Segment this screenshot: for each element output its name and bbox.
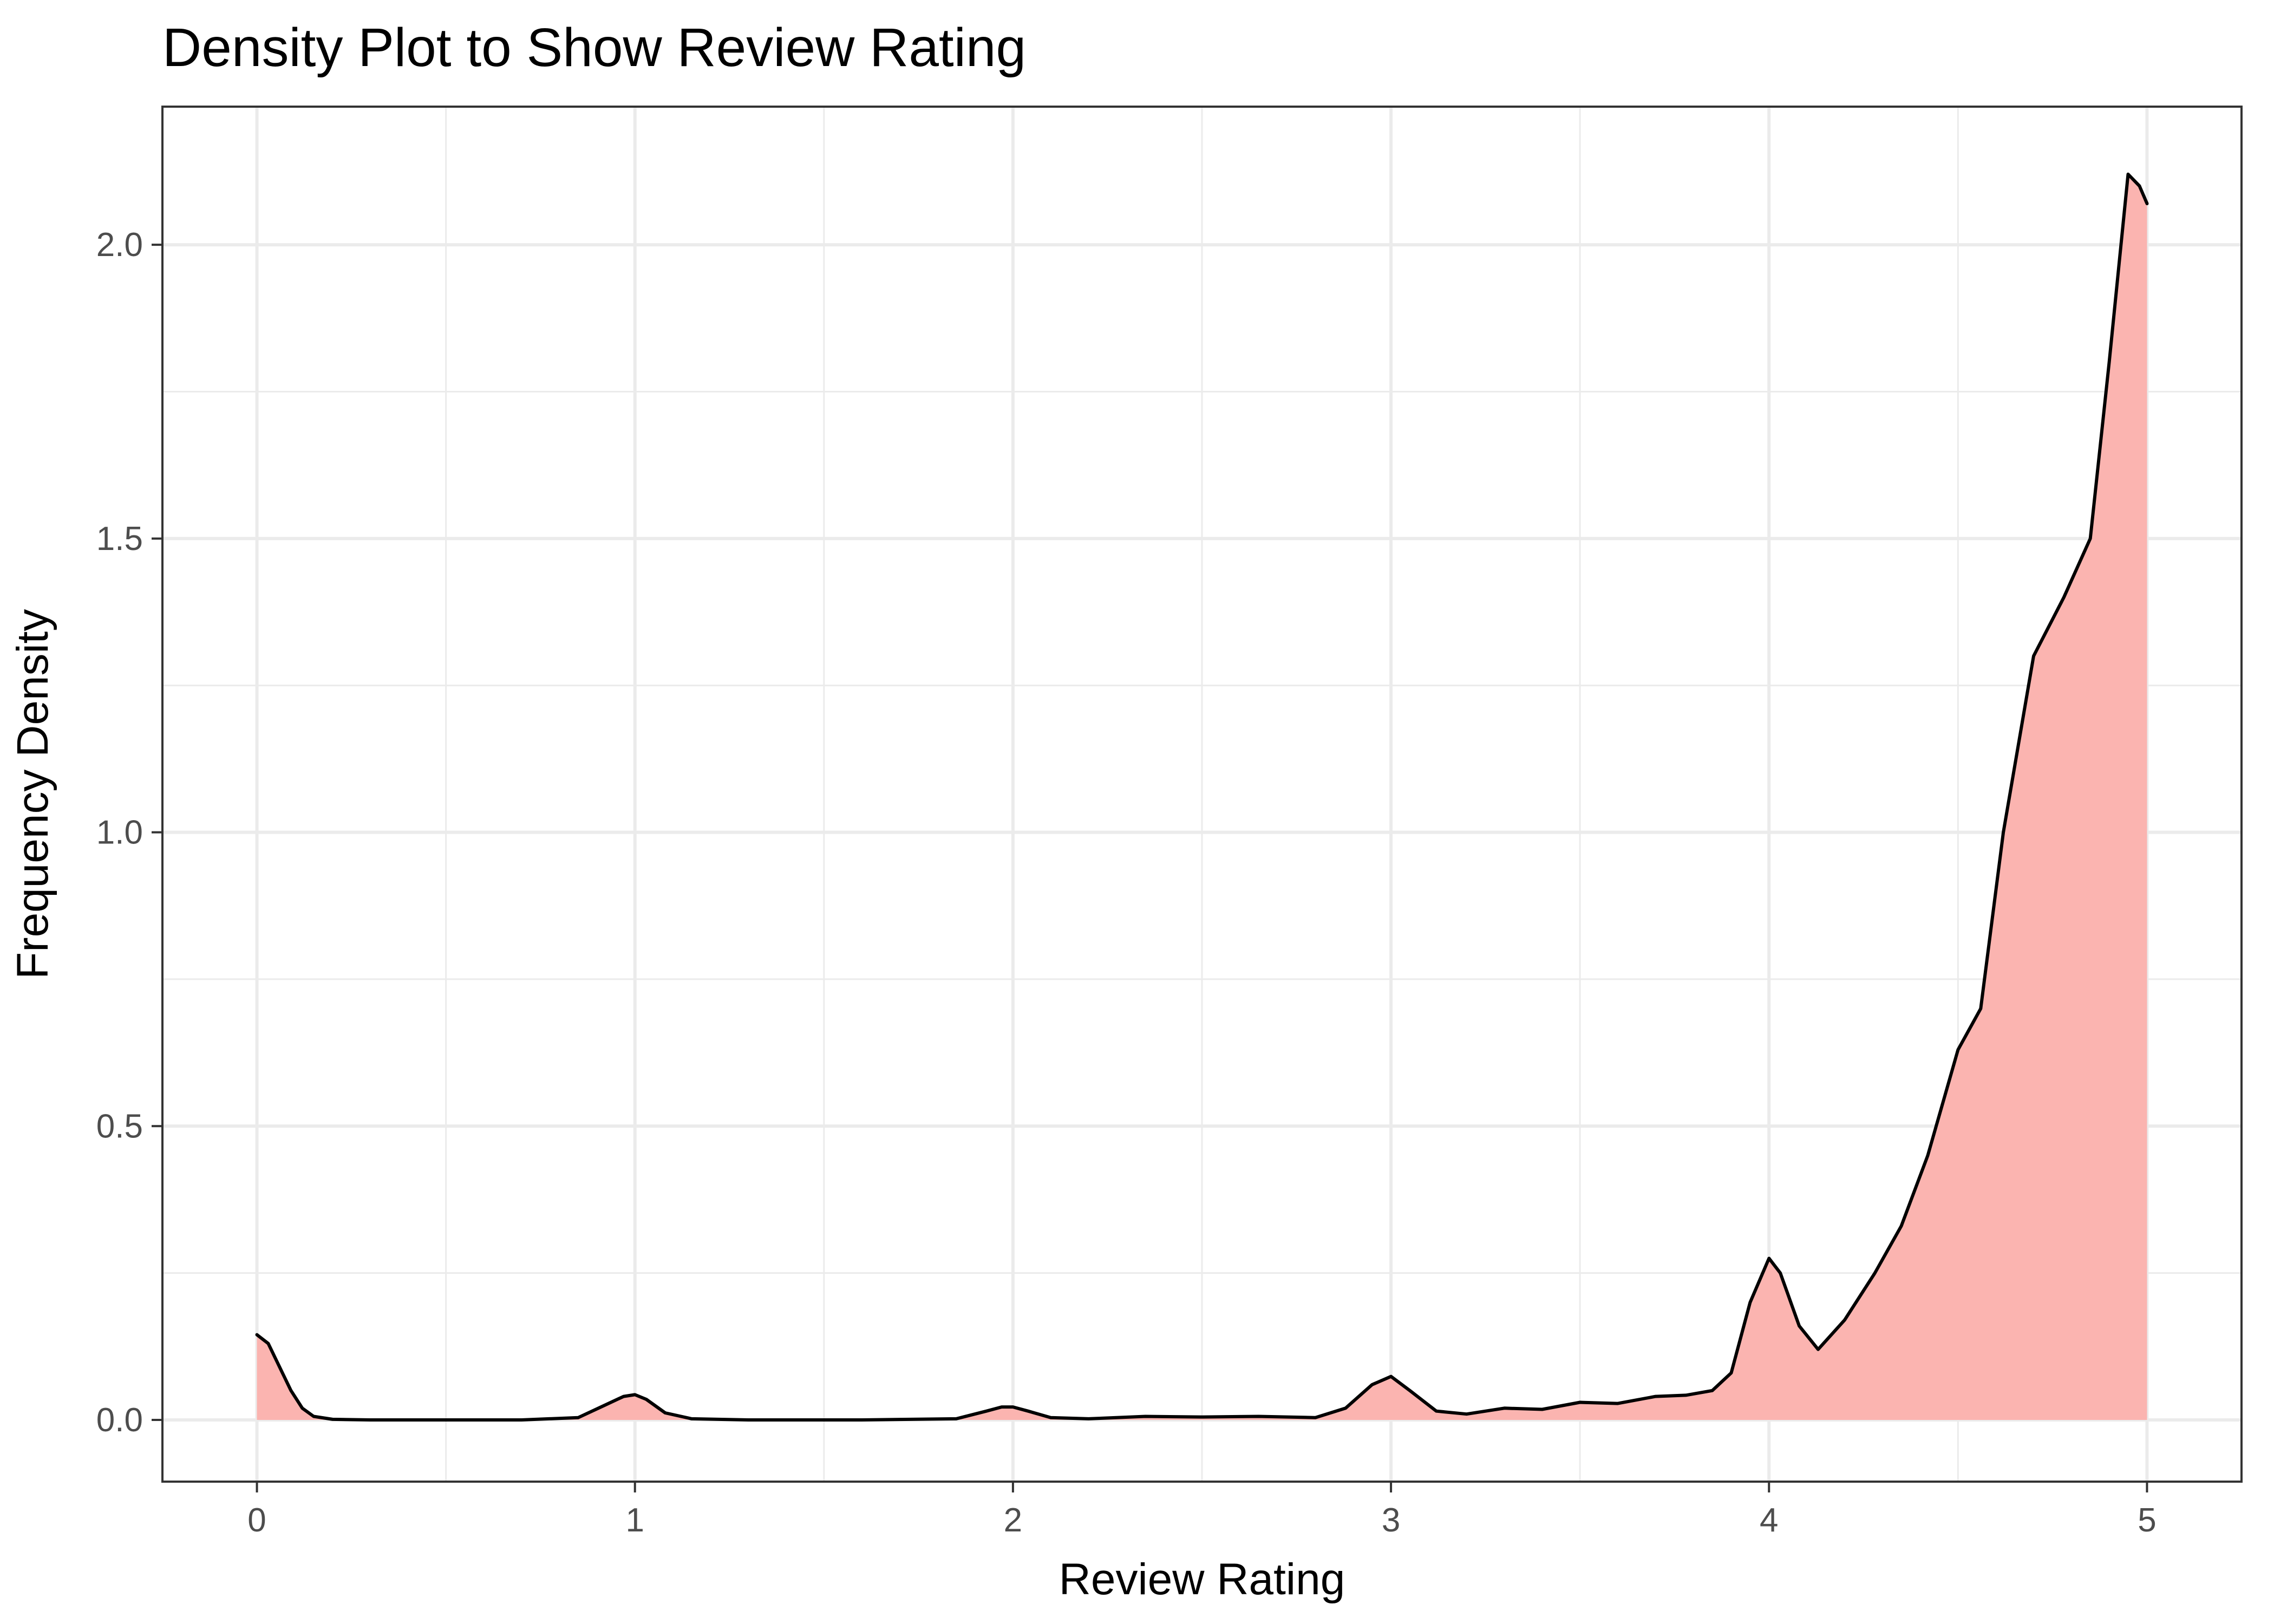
x-axis-title: Review Rating <box>1059 1555 1345 1604</box>
x-tick-label: 2 <box>1004 1502 1022 1539</box>
x-tick-label: 5 <box>2138 1502 2156 1539</box>
plot-panel-border <box>161 106 2243 1483</box>
y-tick-label: 0.5 <box>96 1108 143 1145</box>
density-area <box>257 174 2147 1420</box>
y-axis-ticks: 0.0 0.5 1.0 1.5 2.0 <box>96 226 162 1439</box>
y-tick-label: 0.0 <box>96 1402 143 1439</box>
y-tick-label: 1.0 <box>96 814 143 852</box>
x-axis-ticks: 0 1 2 3 4 5 <box>247 1482 2157 1539</box>
density-line <box>255 172 2149 1422</box>
x-tick-label: 0 <box>247 1502 266 1539</box>
x-tick-label: 4 <box>1760 1502 1778 1539</box>
x-tick-label: 3 <box>1382 1502 1400 1539</box>
y-axis-title: Frequency Density <box>8 609 57 979</box>
y-tick-label: 2.0 <box>96 226 143 264</box>
chart-title: Density Plot to Show Review Rating <box>162 17 1026 78</box>
x-tick-label: 1 <box>625 1502 644 1539</box>
y-tick-label: 1.5 <box>96 520 143 558</box>
